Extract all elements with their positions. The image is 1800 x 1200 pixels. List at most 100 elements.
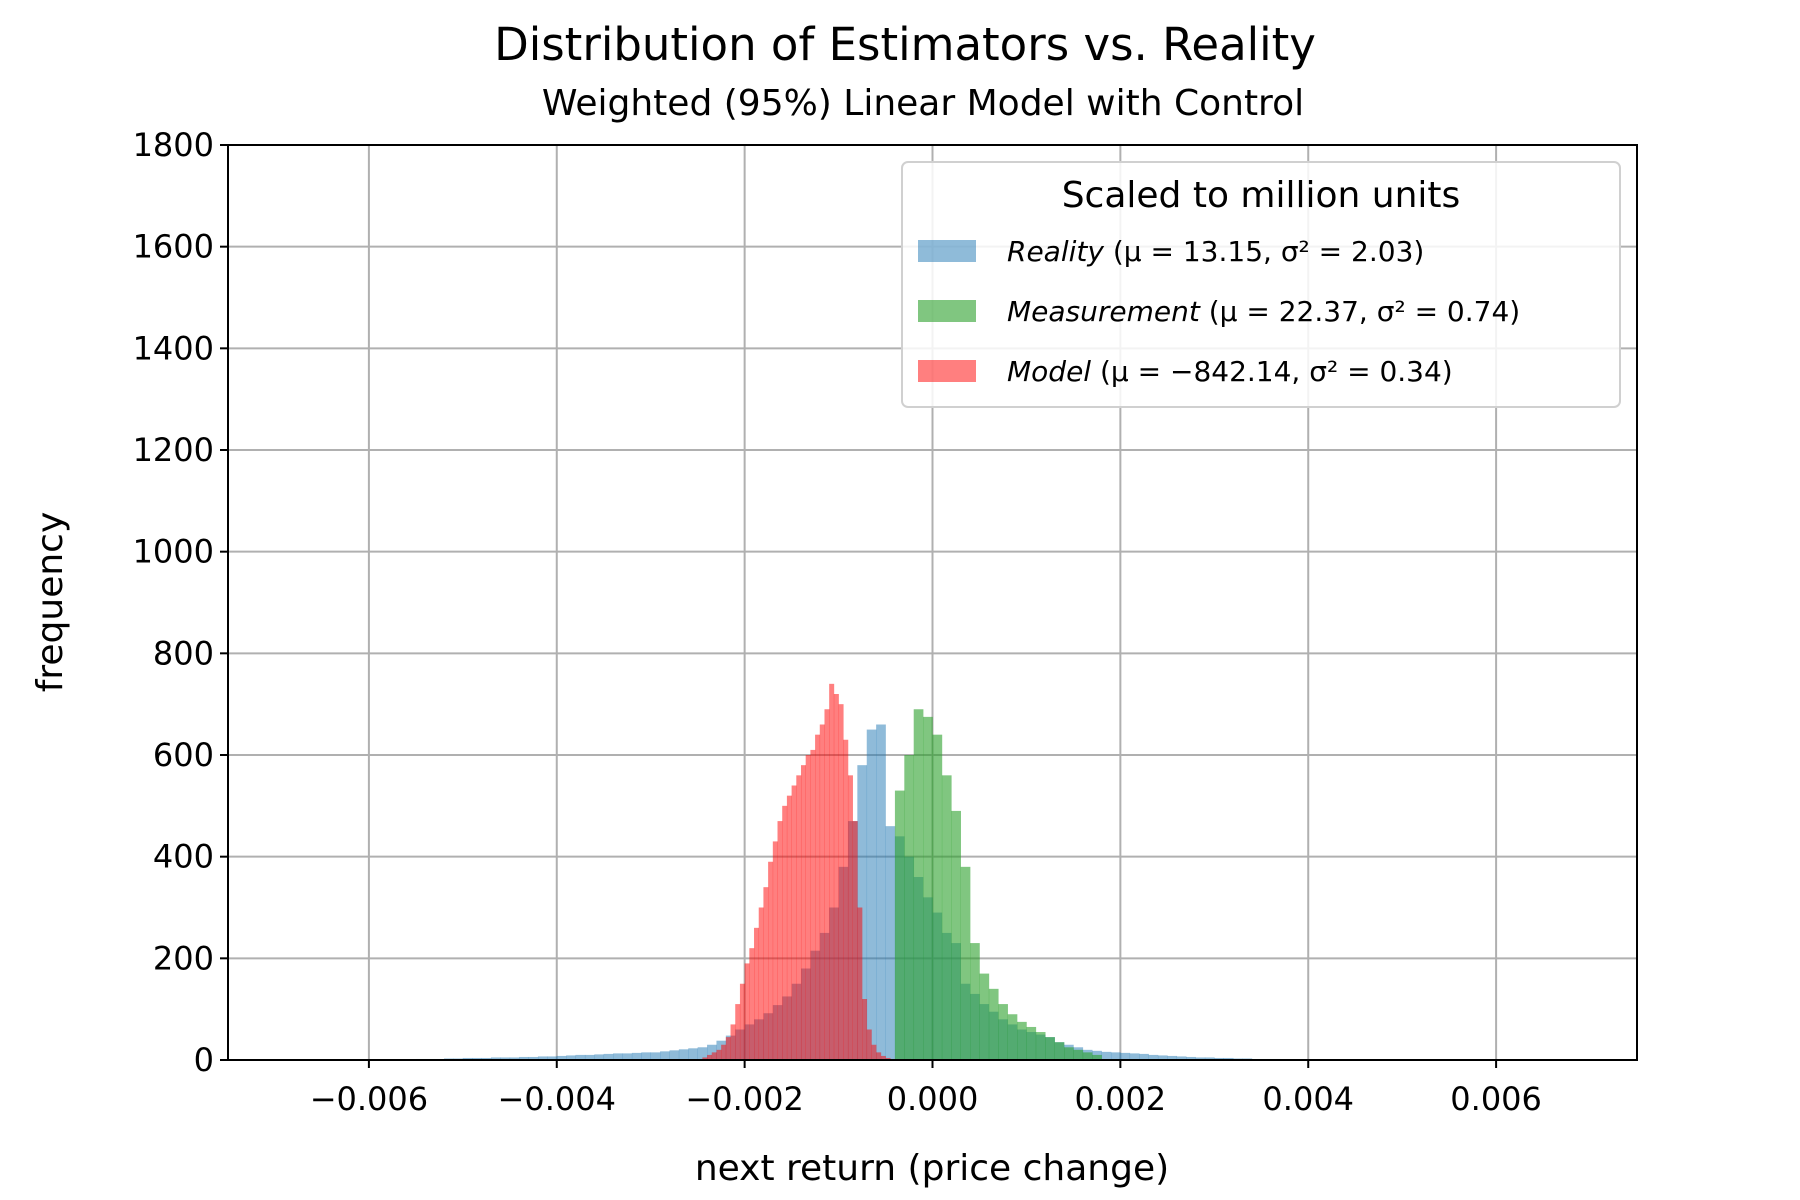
bar-reality — [669, 1050, 680, 1060]
bar-measurement — [913, 709, 924, 1060]
bar-model — [876, 1052, 882, 1060]
y-tick-label: 1600 — [133, 228, 214, 266]
bar-reality — [1204, 1057, 1215, 1060]
bar-reality — [509, 1057, 520, 1060]
bar-reality — [1176, 1056, 1187, 1060]
x-tick-label: −0.006 — [310, 1080, 428, 1118]
y-tick-label: 1200 — [133, 431, 214, 469]
bar-reality — [462, 1057, 473, 1060]
bar-measurement — [932, 734, 943, 1060]
legend-label-reality: Reality (μ = 13.15, σ² = 2.03) — [1007, 235, 1424, 268]
bar-model — [833, 694, 839, 1060]
bar-model — [735, 1004, 741, 1060]
y-tick-label: 1400 — [133, 329, 214, 367]
bar-reality — [1195, 1057, 1206, 1060]
bar-measurement — [1017, 1021, 1027, 1060]
legend-entries: Reality (μ = 13.15, σ² = 2.03) Measuremen… — [918, 235, 1520, 388]
bar-reality — [1223, 1057, 1234, 1060]
bar-model — [857, 907, 863, 1060]
chart-title: Distribution of Estimators vs. Reality — [494, 18, 1316, 71]
bar-model — [711, 1052, 717, 1060]
legend-label-name: Model — [1007, 355, 1091, 388]
bar-model — [782, 805, 788, 1060]
bar-model — [880, 1055, 886, 1060]
y-tick-label: 400 — [153, 838, 214, 876]
bar-measurement — [951, 810, 961, 1060]
bar-reality — [1101, 1051, 1112, 1060]
bar-model — [862, 999, 868, 1060]
bar-reality — [631, 1052, 642, 1060]
bar-reality — [1214, 1057, 1224, 1060]
bar-measurement — [998, 1004, 1008, 1060]
bar-measurement — [923, 716, 933, 1060]
bar-reality — [1120, 1052, 1131, 1060]
bar-reality — [678, 1049, 689, 1060]
bar-measurement — [1054, 1042, 1065, 1060]
bar-reality — [500, 1057, 511, 1060]
bar-measurement — [979, 973, 990, 1060]
bar-model — [791, 785, 797, 1060]
bar-reality — [547, 1056, 558, 1060]
bar-model — [819, 724, 825, 1060]
bar-model — [885, 1057, 891, 1060]
bar-model — [730, 1024, 736, 1060]
bar-reality — [660, 1051, 670, 1060]
bar-measurement — [960, 866, 971, 1060]
bar-model — [838, 704, 844, 1060]
bar-reality — [481, 1057, 492, 1060]
bar-model — [847, 775, 853, 1060]
bar-reality — [622, 1053, 633, 1060]
x-tick-label: −0.004 — [498, 1080, 616, 1118]
bar-model — [866, 1029, 872, 1060]
bar-reality — [697, 1047, 708, 1060]
bar-measurement — [904, 755, 915, 1060]
bar-model — [777, 821, 783, 1060]
bar-reality — [528, 1056, 539, 1060]
bar-reality — [1157, 1055, 1168, 1060]
legend-label-model: Model (μ = −842.14, σ² = 0.34) — [1007, 355, 1453, 388]
bar-reality — [537, 1056, 548, 1060]
bar-reality — [688, 1048, 698, 1060]
bar-model — [739, 983, 745, 1060]
bar-model — [786, 795, 792, 1060]
chart-subtitle: Weighted (95%) Linear Model with Control — [542, 83, 1304, 124]
bar-model — [829, 683, 835, 1060]
legend-label-name: Reality — [1007, 235, 1104, 268]
bar-model — [702, 1057, 708, 1060]
series-model — [702, 683, 900, 1060]
bar-reality — [876, 724, 886, 1060]
bar-model — [768, 861, 774, 1060]
bar-measurement — [1073, 1049, 1084, 1060]
bar-measurement — [894, 790, 905, 1060]
axis-ticks: −0.006 −0.004 −0.002 0.000 0.002 0.004 0.006 0 2… — [133, 126, 1542, 1118]
bar-measurement — [970, 943, 980, 1060]
bar-measurement — [941, 775, 952, 1060]
bar-model — [824, 709, 830, 1060]
legend: Scaled to million units Reality (μ = 13.… — [901, 161, 1621, 408]
bar-reality — [1148, 1054, 1159, 1060]
x-tick-label: 0.006 — [1450, 1080, 1542, 1118]
bar-reality — [584, 1054, 595, 1060]
bar-reality — [885, 826, 896, 1060]
bar-model — [754, 927, 760, 1060]
bar-reality — [575, 1054, 586, 1060]
x-tick-label: 0.002 — [1075, 1080, 1167, 1118]
y-tick-label: 1800 — [133, 126, 214, 164]
x-tick-label: −0.002 — [685, 1080, 803, 1118]
bar-reality — [1110, 1052, 1121, 1060]
bar-model — [716, 1049, 722, 1060]
bar-reality — [1139, 1053, 1149, 1060]
y-tick-label: 800 — [153, 634, 214, 672]
bar-model — [758, 907, 764, 1060]
bar-model — [772, 841, 778, 1060]
bar-reality — [641, 1052, 651, 1060]
legend-swatch-measurement — [918, 300, 976, 322]
legend-title: Scaled to million units — [1062, 175, 1461, 216]
x-tick-label: 0.004 — [1262, 1080, 1354, 1118]
legend-label-stats: (μ = 13.15, σ² = 2.03) — [1104, 235, 1424, 268]
bar-measurement — [1064, 1047, 1074, 1060]
bar-reality — [1129, 1053, 1140, 1060]
bar-measurement — [1045, 1037, 1055, 1060]
histogram-bars — [415, 683, 1290, 1060]
